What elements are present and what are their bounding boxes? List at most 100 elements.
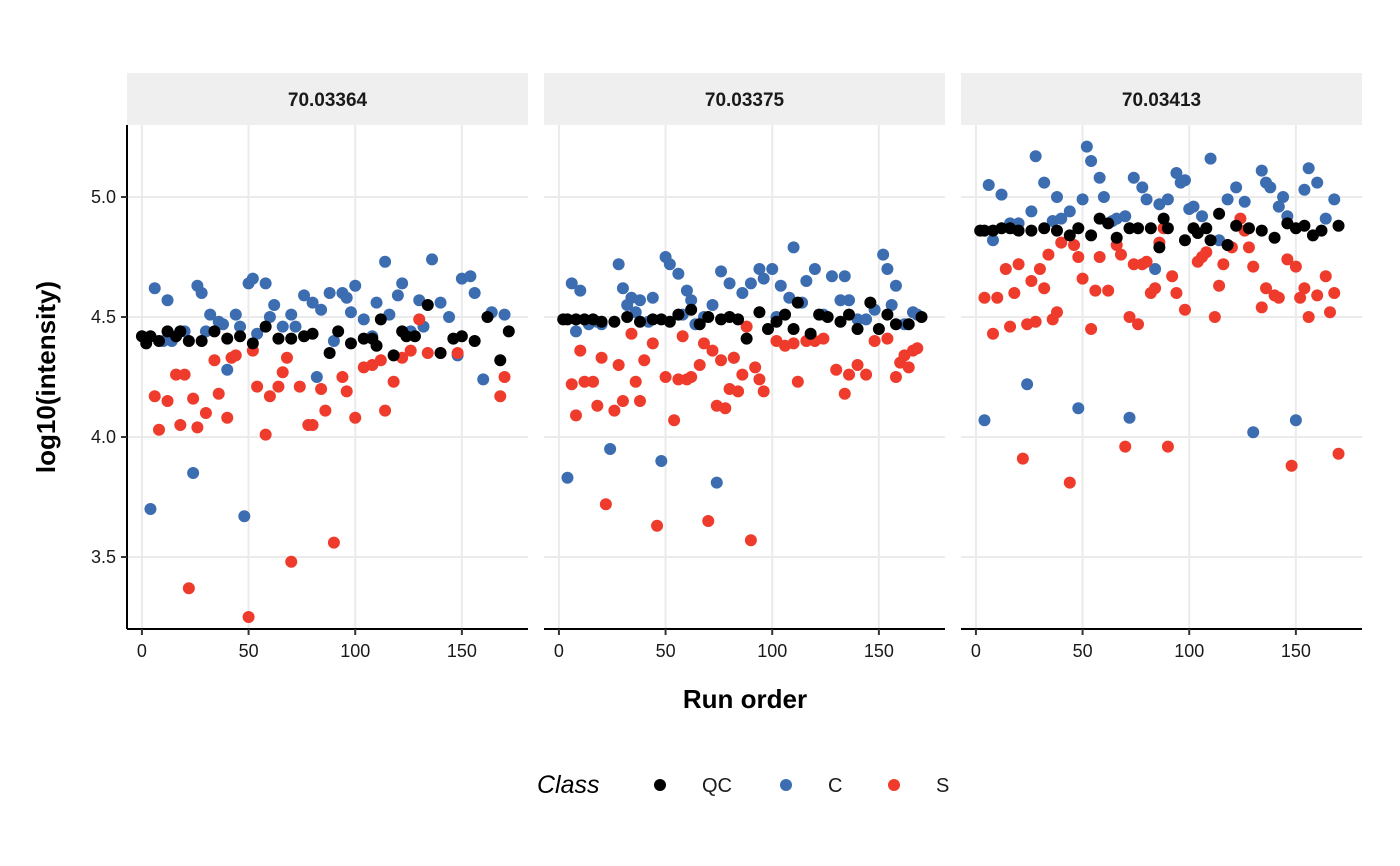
y-tick-label: 3.5	[91, 547, 116, 567]
data-point	[498, 308, 511, 321]
data-point	[702, 515, 715, 527]
data-point	[234, 320, 247, 333]
data-point	[770, 315, 783, 328]
data-point	[400, 330, 413, 343]
data-point	[663, 315, 676, 328]
legend-title: Class	[537, 771, 600, 799]
data-point	[357, 332, 370, 345]
data-point	[242, 611, 255, 623]
data-point	[306, 296, 319, 309]
data-point	[144, 503, 157, 515]
data-point	[1008, 287, 1021, 299]
data-point	[195, 287, 208, 299]
data-point	[1149, 263, 1162, 275]
data-point	[1285, 459, 1298, 472]
data-point	[306, 419, 319, 431]
data-point	[455, 330, 468, 343]
data-point	[1242, 241, 1255, 254]
data-point	[434, 347, 447, 359]
data-point	[633, 395, 646, 407]
data-point	[408, 330, 421, 343]
data-point	[379, 404, 392, 417]
data-point	[1123, 411, 1136, 424]
data-point	[1324, 306, 1337, 319]
data-point	[246, 272, 259, 285]
facet-panel: 70.03413 0 50 100 150	[961, 73, 1362, 661]
data-point	[732, 313, 745, 326]
data-point	[834, 315, 847, 328]
data-point	[374, 313, 387, 326]
data-point	[1012, 224, 1025, 237]
data-point	[208, 354, 221, 367]
data-point	[723, 277, 736, 290]
data-point	[148, 282, 161, 295]
data-point	[991, 291, 1004, 304]
data-point	[1328, 287, 1341, 299]
data-point	[727, 351, 740, 364]
data-point	[1153, 241, 1166, 254]
data-point	[251, 327, 264, 340]
facet-strip	[961, 73, 1362, 125]
data-point	[877, 248, 890, 261]
data-point	[1085, 323, 1098, 335]
data-point	[161, 294, 174, 307]
data-point	[1132, 318, 1145, 331]
legend-label: C	[828, 775, 842, 797]
data-point	[744, 277, 757, 290]
data-point	[608, 315, 621, 328]
data-point	[357, 313, 370, 326]
data-point	[757, 385, 770, 398]
data-point	[702, 311, 715, 323]
data-point	[370, 339, 383, 352]
data-point	[561, 471, 574, 484]
data-point	[1204, 152, 1217, 165]
data-point	[608, 404, 621, 417]
data-point	[685, 294, 698, 307]
data-point	[498, 371, 511, 383]
data-point	[396, 277, 409, 290]
x-tick-label: 100	[1174, 641, 1204, 661]
data-point	[838, 270, 851, 283]
data-point	[494, 390, 507, 403]
data-point	[804, 327, 817, 340]
data-point	[1093, 251, 1106, 263]
data-point	[238, 510, 251, 523]
data-point	[569, 409, 582, 422]
y-tick-label: 4.5	[91, 307, 116, 327]
data-point	[825, 270, 838, 283]
data-point	[753, 263, 766, 275]
data-point	[911, 342, 924, 355]
data-point	[616, 282, 629, 295]
data-point	[199, 407, 212, 419]
data-point	[1102, 284, 1115, 297]
data-point	[1050, 306, 1063, 319]
data-point	[1144, 222, 1157, 235]
data-point	[234, 330, 247, 343]
data-point	[978, 414, 991, 427]
data-point	[336, 371, 349, 383]
data-point	[1033, 263, 1046, 275]
data-point	[860, 313, 873, 326]
data-point	[344, 306, 357, 319]
data-point	[578, 375, 591, 388]
data-point	[187, 467, 200, 479]
data-point	[1178, 234, 1191, 247]
data-point	[740, 332, 753, 345]
data-point	[229, 349, 242, 362]
data-point	[1063, 476, 1076, 489]
data-point	[468, 287, 481, 299]
data-point	[889, 279, 902, 292]
data-point	[1294, 291, 1307, 304]
data-point	[1021, 378, 1034, 391]
data-point	[569, 325, 582, 338]
data-point	[259, 428, 272, 441]
data-point	[1213, 207, 1226, 220]
data-point	[680, 284, 693, 297]
x-tick-label: 0	[971, 641, 981, 661]
data-point	[468, 335, 481, 347]
data-point	[732, 385, 745, 398]
x-tick-label: 50	[656, 641, 676, 661]
data-point	[379, 255, 392, 268]
data-point	[1302, 311, 1315, 323]
data-point	[387, 349, 400, 362]
